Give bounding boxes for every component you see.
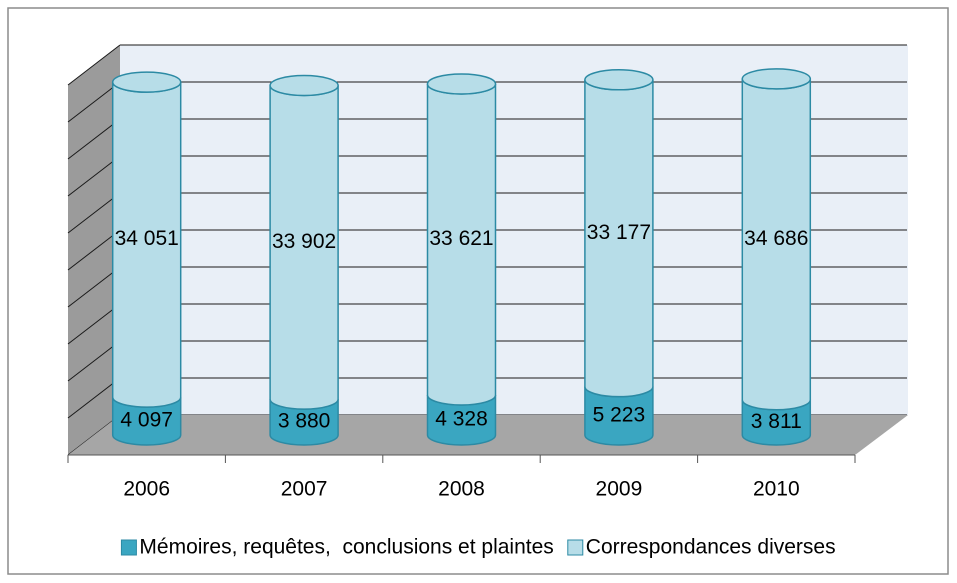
data-label: 33 621 <box>429 227 493 250</box>
data-label: 34 686 <box>744 227 808 250</box>
grid-line <box>67 229 121 271</box>
data-label: 4 328 <box>435 408 488 431</box>
data-label: 4 097 <box>120 409 173 432</box>
grid-line <box>67 118 121 160</box>
data-label: 34 051 <box>115 227 179 250</box>
grid-line <box>67 192 121 234</box>
legend-label: Correspondances diverses <box>586 536 836 559</box>
data-label: 3 880 <box>278 410 331 433</box>
cylinder-top <box>584 69 654 91</box>
x-tick-label: 2006 <box>123 478 170 501</box>
x-tick-label: 2008 <box>438 478 485 501</box>
cylinder-top <box>741 68 812 90</box>
x-tick-label: 2007 <box>281 478 328 501</box>
legend-swatch <box>120 539 137 556</box>
x-tick-label: 2010 <box>753 478 800 501</box>
data-label: 3 811 <box>751 410 802 433</box>
grid-line <box>67 155 121 197</box>
cylinder-top <box>426 73 497 95</box>
grid-line <box>67 377 121 419</box>
legend-swatch <box>567 539 584 556</box>
cylinder-top <box>269 74 339 97</box>
grid-line <box>67 44 121 86</box>
legend-item: Mémoires, requêtes, conclusions et plain… <box>120 536 554 559</box>
legend-item: Correspondances diverses <box>567 536 836 559</box>
grid-line <box>67 81 121 123</box>
legend-label: Mémoires, requêtes, conclusions et plain… <box>139 536 553 559</box>
grid-line <box>67 266 121 308</box>
cylinder-top <box>111 71 182 93</box>
data-label: 33 177 <box>587 221 651 244</box>
data-label: 33 902 <box>272 230 336 253</box>
grid-line <box>67 340 121 382</box>
grid-line <box>67 303 121 345</box>
data-label: 5 223 <box>593 403 646 426</box>
x-tick-label: 2009 <box>596 478 643 501</box>
